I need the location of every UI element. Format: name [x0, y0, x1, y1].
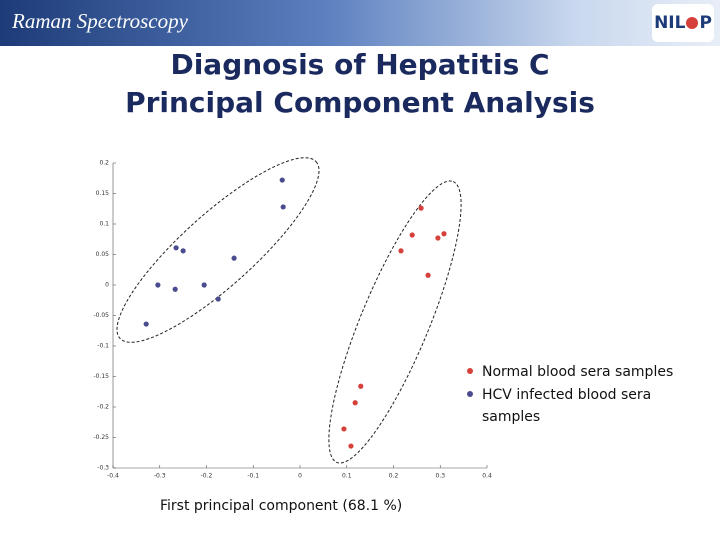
- legend-label: Normal blood sera samples: [482, 364, 674, 380]
- cluster-outline: [328, 180, 462, 464]
- data-point: [418, 205, 424, 211]
- x-tick-label: -0.1: [247, 473, 259, 480]
- data-point: [201, 282, 207, 288]
- data-point: [435, 235, 441, 241]
- header-text: Raman Spectroscopy: [12, 9, 188, 33]
- data-point: [172, 286, 178, 292]
- legend-marker: [467, 391, 473, 397]
- legend-marker: [467, 368, 473, 374]
- data-point: [409, 232, 415, 238]
- title: Diagnosis of Hepatitis C: [170, 48, 550, 81]
- y-tick-label: 0.2: [99, 160, 109, 167]
- cluster-outline: [116, 157, 320, 343]
- y-tick-label: 0.05: [96, 251, 110, 258]
- logo-text: NIL: [654, 13, 686, 33]
- y-tick-label: -0.15: [93, 373, 109, 380]
- y-tick-label: -0.1: [97, 343, 109, 350]
- x-tick-label: 0: [298, 473, 302, 480]
- data-point: [173, 245, 179, 251]
- data-point: [358, 383, 364, 389]
- x-tick-label: 0.1: [342, 473, 352, 480]
- x-tick-label: 0.3: [435, 473, 445, 480]
- logo-text: P: [699, 13, 712, 33]
- data-point: [425, 272, 431, 278]
- y-tick-label: 0.1: [99, 221, 109, 228]
- data-point: [143, 321, 149, 327]
- y-tick-label: -0.25: [93, 434, 109, 441]
- data-point: [215, 296, 221, 302]
- data-point: [280, 204, 286, 210]
- logo: NIL P: [652, 4, 714, 42]
- data-point: [398, 248, 404, 254]
- y-tick-label: -0.2: [97, 404, 109, 411]
- y-tick-label: 0.15: [96, 190, 110, 197]
- x-tick-label: 0.2: [389, 473, 399, 480]
- x-axis-label: First principal component (68.1 %): [160, 498, 403, 514]
- y-tick-label: -0.3: [97, 465, 109, 472]
- y-tick-label: -0.05: [93, 312, 109, 319]
- title: Principal Component Analysis: [125, 86, 595, 119]
- x-tick-label: -0.3: [154, 473, 166, 480]
- x-tick-label: -0.4: [107, 473, 119, 480]
- data-point: [279, 177, 285, 183]
- data-point: [441, 231, 447, 237]
- data-point: [341, 426, 347, 432]
- logo-icon: [686, 17, 699, 29]
- header-bar: Raman Spectroscopy NIL P: [0, 0, 720, 46]
- y-tick-label: 0: [105, 282, 109, 289]
- data-point: [352, 400, 358, 406]
- legend-label: HCV infected blood sera samples: [482, 387, 652, 425]
- data-point: [348, 443, 354, 449]
- data-point: [155, 282, 161, 288]
- x-tick-label: -0.2: [201, 473, 213, 480]
- data-point: [231, 255, 237, 261]
- data-point: [180, 248, 186, 254]
- x-tick-label: 0.4: [482, 473, 492, 480]
